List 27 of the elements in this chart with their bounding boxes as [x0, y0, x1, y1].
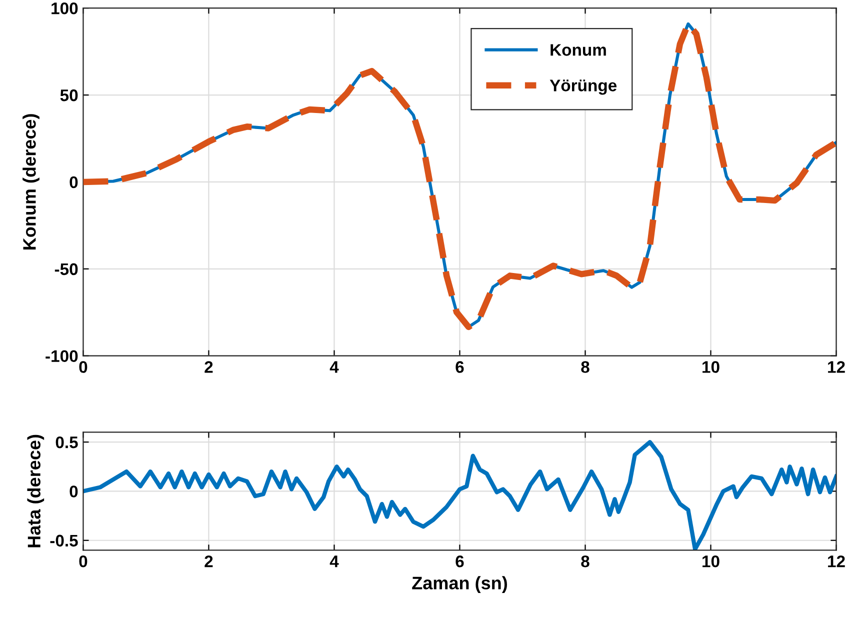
- x-tick-label: 2: [204, 556, 213, 568]
- x-tick-label: 8: [581, 556, 590, 568]
- legend-label: Konum: [550, 44, 606, 56]
- y-tick-label: 0: [70, 176, 78, 188]
- x-tick-label: 0: [79, 556, 88, 568]
- x-tick-label: 12: [828, 556, 845, 568]
- y-tick-label: -100: [46, 350, 78, 362]
- x-tick-label: 10: [702, 361, 720, 373]
- y-axis-title: Konum (derece): [22, 114, 40, 250]
- x-tick-label: 4: [330, 556, 339, 568]
- y-tick-label: 50: [60, 89, 78, 102]
- x-tick-label: 0: [79, 361, 88, 373]
- x-tick-label: 8: [581, 361, 590, 373]
- legend-label: Yörünge: [550, 80, 617, 95]
- y-tick-label: -0.5: [50, 534, 78, 547]
- x-tick-label: 6: [456, 361, 464, 373]
- x-tick-label: 12: [828, 361, 845, 373]
- y-tick-label: 100: [52, 2, 78, 14]
- x-tick-label: 6: [456, 556, 464, 568]
- x-tick-label: 2: [204, 361, 213, 373]
- y-tick-label: 0.5: [56, 436, 78, 448]
- y-tick-label: 0: [70, 486, 78, 498]
- x-tick-label: 4: [330, 361, 339, 373]
- y-tick-label: -50: [54, 263, 78, 276]
- x-axis-title: Zaman (sn): [412, 576, 507, 593]
- x-tick-label: 10: [702, 556, 720, 568]
- y-axis-title: Hata (derece): [27, 434, 44, 548]
